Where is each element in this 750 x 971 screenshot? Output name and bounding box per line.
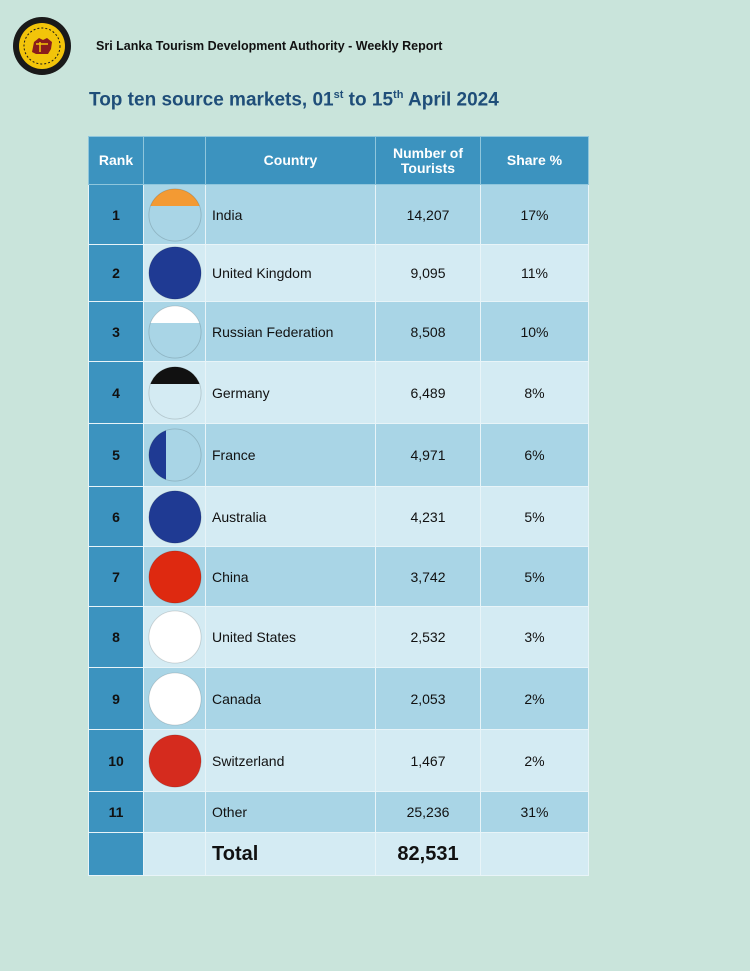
table-row: 10 Switzerland 1,467 2% xyxy=(88,729,589,792)
rank-header: Rank xyxy=(88,136,144,185)
flag-cell xyxy=(143,244,206,302)
table-row: 9 Canada 2,053 2% xyxy=(88,667,589,730)
canada-flag-icon xyxy=(147,671,202,726)
country-cell: Australia xyxy=(205,486,376,547)
table-row: 2 United Kingdom 9,095 11% xyxy=(88,244,589,302)
table-row: 5 France 4,971 6% xyxy=(88,423,589,487)
share-cell: 5% xyxy=(480,546,589,607)
organization-name: Sri Lanka Tourism Development Authority … xyxy=(96,39,443,53)
table-row: 8 United States 2,532 3% xyxy=(88,606,589,668)
share-cell: 31% xyxy=(480,791,589,833)
flag-cell xyxy=(143,832,206,876)
flag-cell xyxy=(143,423,206,487)
rank-cell: 7 xyxy=(88,546,144,607)
rank-cell: 2 xyxy=(88,244,144,302)
tourists-cell: 1,467 xyxy=(375,729,481,792)
share-cell: 3% xyxy=(480,606,589,668)
germany-flag-icon xyxy=(147,365,202,420)
rank-cell: 1 xyxy=(88,184,144,245)
country-cell: China xyxy=(205,546,376,607)
flag-cell xyxy=(143,546,206,607)
share-cell: 2% xyxy=(480,667,589,730)
total-label: Total xyxy=(205,832,376,876)
table-header-row: Rank Country Number of Tourists Share % xyxy=(88,136,589,185)
flag-cell xyxy=(143,791,206,833)
tourists-cell: 4,231 xyxy=(375,486,481,547)
country-cell: Canada xyxy=(205,667,376,730)
share-cell: 10% xyxy=(480,301,589,362)
share-cell: 17% xyxy=(480,184,589,245)
rank-cell xyxy=(88,832,144,876)
rank-cell: 10 xyxy=(88,729,144,792)
india-flag-icon xyxy=(147,187,202,242)
australia-flag-icon xyxy=(147,489,202,544)
tourists-cell: 3,742 xyxy=(375,546,481,607)
total-tourists: 82,531 xyxy=(375,832,481,876)
china-flag-icon xyxy=(147,549,202,604)
table-row: 4 Germany 6,489 8% xyxy=(88,361,589,424)
share-cell: 8% xyxy=(480,361,589,424)
share-cell: 5% xyxy=(480,486,589,547)
country-cell: United States xyxy=(205,606,376,668)
page-title: Top ten source markets, 01st to 15th Apr… xyxy=(89,89,499,111)
share-cell: 2% xyxy=(480,729,589,792)
flag-cell xyxy=(143,184,206,245)
country-cell: Switzerland xyxy=(205,729,376,792)
country-cell: Other xyxy=(205,791,376,833)
france-flag-icon xyxy=(147,428,202,482)
tourists-cell: 4,971 xyxy=(375,423,481,487)
usa-flag-icon xyxy=(147,610,202,664)
rank-cell: 11 xyxy=(88,791,144,833)
rank-cell: 5 xyxy=(88,423,144,487)
rank-cell: 8 xyxy=(88,606,144,668)
share-cell: 11% xyxy=(480,244,589,302)
flag-header xyxy=(143,136,206,185)
tourists-cell: 8,508 xyxy=(375,301,481,362)
rank-cell: 4 xyxy=(88,361,144,424)
table-row: 7 China 3,742 5% xyxy=(88,546,589,607)
uk-flag-icon xyxy=(147,246,202,300)
share-header: Share % xyxy=(480,136,589,185)
flag-cell xyxy=(143,606,206,668)
flag-cell xyxy=(143,301,206,362)
country-header: Country xyxy=(205,136,376,185)
share-cell xyxy=(480,832,589,876)
tourists-cell: 14,207 xyxy=(375,184,481,245)
tourists-cell: 6,489 xyxy=(375,361,481,424)
table-row: 3 Russian Federation 8,508 10% xyxy=(88,301,589,362)
country-cell: Germany xyxy=(205,361,376,424)
country-cell: France xyxy=(205,423,376,487)
country-cell: United Kingdom xyxy=(205,244,376,302)
tourists-header: Number of Tourists xyxy=(375,136,481,185)
tourists-cell: 2,053 xyxy=(375,667,481,730)
switzerland-flag-icon xyxy=(147,733,202,788)
table-row: 6 Australia 4,231 5% xyxy=(88,486,589,547)
table-row-other: 11 Other 25,236 31% xyxy=(88,791,589,833)
tourists-cell: 25,236 xyxy=(375,791,481,833)
rank-cell: 9 xyxy=(88,667,144,730)
flag-cell xyxy=(143,361,206,424)
flag-cell xyxy=(143,486,206,547)
source-markets-table: Rank Country Number of Tourists Share % 1… xyxy=(88,136,589,876)
flag-cell xyxy=(143,729,206,792)
table-row-total: Total 82,531 xyxy=(88,832,589,876)
country-cell: Russian Federation xyxy=(205,301,376,362)
sltda-logo-icon xyxy=(13,17,71,75)
table-row: 1 India 14,207 17% xyxy=(88,184,589,245)
tourists-cell: 2,532 xyxy=(375,606,481,668)
russia-flag-icon xyxy=(147,304,202,359)
flag-cell xyxy=(143,667,206,730)
rank-cell: 3 xyxy=(88,301,144,362)
share-cell: 6% xyxy=(480,423,589,487)
country-cell: India xyxy=(205,184,376,245)
rank-cell: 6 xyxy=(88,486,144,547)
tourists-cell: 9,095 xyxy=(375,244,481,302)
